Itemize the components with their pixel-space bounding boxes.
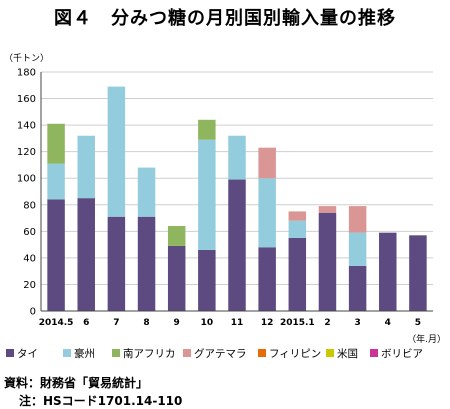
bars: [47, 86, 427, 311]
bar-segment: [198, 249, 216, 311]
bar-segment: [198, 119, 216, 140]
legend-label: 米国: [337, 347, 358, 360]
legend: タイ 豪州 南アフリカ グアテマラ フィリピン 米国 ボリビア: [6, 347, 423, 360]
bar-segment: [258, 247, 276, 311]
bar-segment: [167, 245, 186, 311]
bar-segment: [288, 211, 307, 221]
bar-segment: [288, 220, 307, 238]
legend-swatch: [63, 349, 71, 357]
source-note: 資料：財務省「貿易統計」: [4, 375, 148, 390]
bar-segment: [198, 139, 216, 250]
bar-segment: [348, 265, 367, 311]
x-tick-label: 2: [324, 318, 330, 328]
y-tick-label: 60: [23, 227, 36, 238]
y-tick-label: 80: [23, 200, 36, 211]
legend-label: ボリビア: [381, 348, 423, 360]
bar-segment: [77, 135, 95, 199]
legend-swatch: [6, 349, 14, 357]
chart-title: 図４ 分みつ糖の月別国別輸入量の推移: [54, 7, 396, 29]
x-tick-label: 3: [354, 318, 360, 328]
x-tick-label: 11: [231, 318, 244, 328]
bar-segment: [47, 163, 65, 200]
bar-segment: [379, 232, 397, 311]
y-tick-label: 100: [17, 174, 36, 185]
legend-label: タイ: [17, 348, 38, 360]
x-tick-label: 6: [83, 318, 89, 328]
legend-swatch: [112, 349, 120, 357]
legend-swatch: [326, 349, 334, 357]
bar-segment: [107, 216, 126, 311]
axes: 0 20 40 60 80 100 120 140 160 180 2014.5 6 7 8 9 10 11 12…: [17, 68, 433, 328]
y-axis-unit-label: （千トン）: [4, 53, 49, 64]
bar-segment: [258, 147, 276, 179]
legend-label: 豪州: [74, 347, 95, 360]
bar-segment: [47, 199, 65, 311]
bar-segment: [167, 226, 186, 246]
y-tick-label: 0: [30, 307, 36, 318]
x-tick-label: 4: [385, 318, 391, 328]
x-tick-label: 7: [113, 318, 119, 328]
x-tick-label: 2015.1: [280, 318, 315, 328]
y-tick-label: 140: [17, 121, 36, 132]
x-tick-label: 8: [143, 318, 149, 328]
bar-segment: [107, 86, 126, 217]
y-tick-label: 20: [23, 280, 36, 291]
bar-segment: [77, 198, 95, 311]
legend-swatch: [258, 349, 266, 357]
x-tick-label: 12: [261, 318, 274, 328]
bar-segment: [348, 232, 367, 266]
y-tick-label: 180: [17, 68, 36, 79]
bar-segment: [288, 237, 307, 311]
bar-segment: [137, 167, 156, 217]
bar-segment: [228, 135, 246, 180]
hs-code-note: 注：HSコード1701.14-110: [19, 393, 182, 408]
x-tick-label: 2014.5: [39, 318, 74, 328]
y-tick-label: 160: [17, 94, 36, 105]
x-axis-unit-label: （年.月）: [407, 333, 446, 345]
y-tick-label: 120: [17, 147, 36, 158]
y-tick-label: 40: [23, 253, 36, 264]
bar-segment: [228, 179, 246, 311]
bar-segment: [137, 216, 156, 311]
bar-segment: [409, 235, 427, 311]
bar-segment: [348, 206, 367, 233]
legend-label: フィリピン: [269, 348, 321, 360]
x-tick-label: 10: [201, 318, 214, 328]
legend-label: 南アフリカ: [123, 347, 176, 360]
legend-swatch: [183, 349, 191, 357]
legend-swatch: [370, 349, 378, 357]
bar-segment: [318, 212, 337, 311]
x-tick-label: 9: [174, 318, 180, 328]
bar-segment: [258, 178, 276, 248]
x-tick-label: 5: [415, 318, 421, 328]
legend-label: グアテマラ: [194, 347, 247, 360]
bar-segment: [47, 123, 65, 164]
bar-segment: [318, 206, 337, 213]
